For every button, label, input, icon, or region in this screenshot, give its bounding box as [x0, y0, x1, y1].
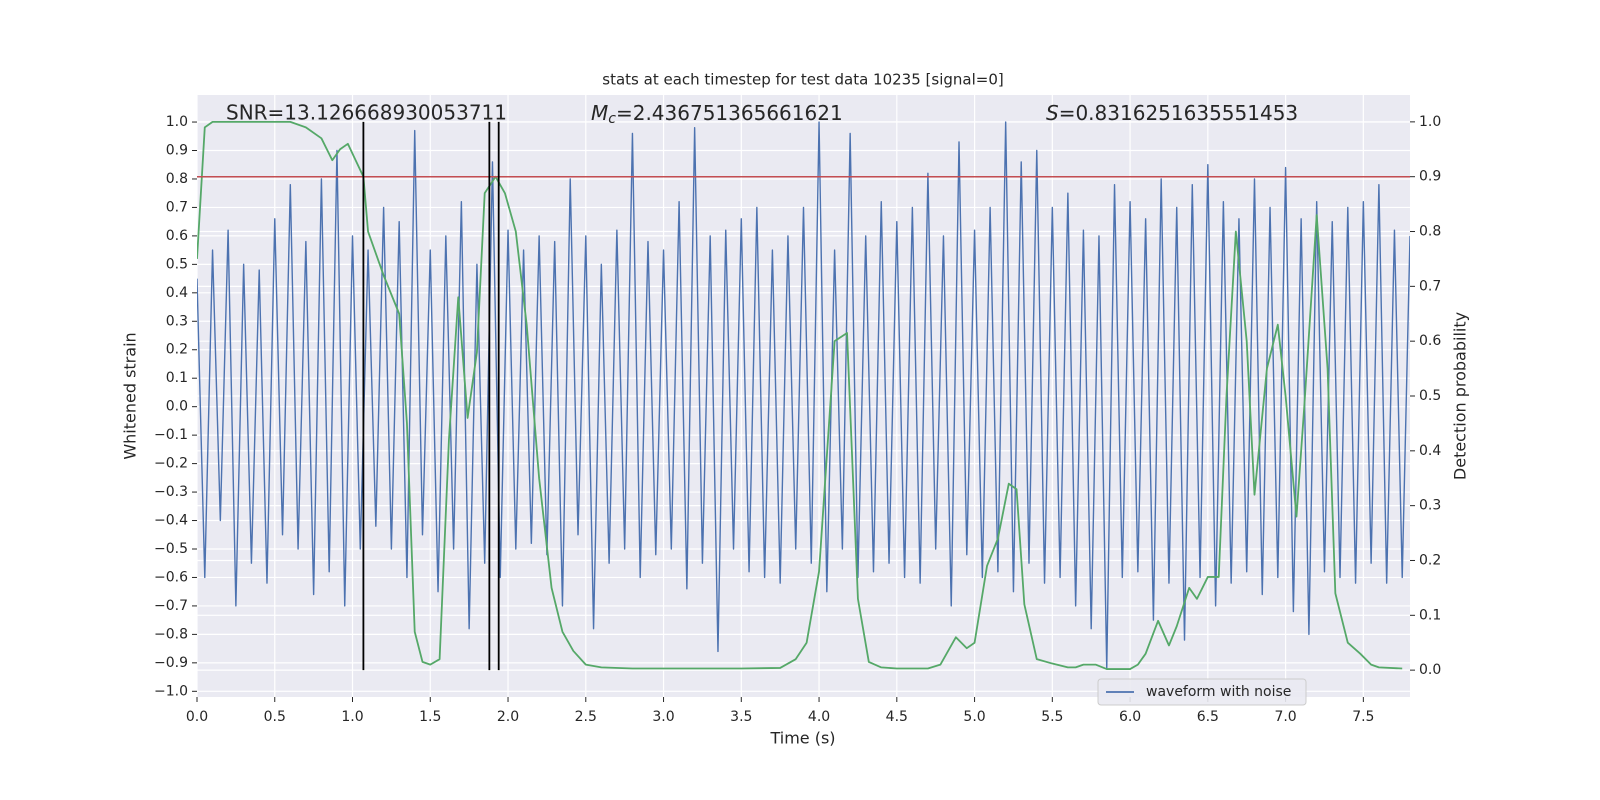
annotation-symbol: M: [591, 101, 608, 125]
annotation: Mc=2.436751365661621: [591, 101, 843, 128]
y-tick-label: 0.2: [166, 342, 188, 358]
y-axis-label: Whitened strain: [121, 332, 140, 459]
y-tick-label: −0.1: [154, 427, 188, 443]
legend: waveform with noise: [1097, 678, 1307, 706]
y2-tick-label: 0.2: [1419, 552, 1441, 568]
x-tick-label: 2.0: [497, 709, 519, 725]
y-tick-label: −0.5: [154, 541, 188, 557]
line-series: [197, 120, 1403, 670]
x-tick-label: 1.5: [419, 709, 441, 725]
y-tick-label: −0.7: [154, 598, 188, 614]
y2-tick-label: 0.4: [1419, 443, 1441, 459]
x-tick-label: 7.5: [1352, 709, 1374, 725]
y-tick-label: −0.3: [154, 484, 188, 500]
y-tick-label: 0.5: [166, 256, 188, 272]
y2-tick-label: 0.7: [1419, 278, 1441, 294]
y-tick-label: −1.0: [154, 683, 188, 699]
annotation-text: =2.436751365661621: [616, 101, 843, 125]
chart-title: stats at each timestep for test data 102…: [602, 71, 1003, 89]
y2-tick-label: 0.1: [1419, 607, 1441, 623]
x-tick-label: 1.0: [341, 709, 363, 725]
x-axis-label: Time (s): [769, 729, 835, 748]
annotation-subscript: c: [608, 111, 616, 127]
y2-tick-label: 0.0: [1419, 662, 1441, 678]
y-tick-label: −0.4: [154, 513, 188, 529]
x-tick-label: 6.0: [1119, 709, 1141, 725]
x-tick-label: 2.5: [575, 709, 597, 725]
y-tick-label: 0.3: [166, 313, 188, 329]
annotation-symbol: S: [1046, 101, 1059, 125]
x-tick-label: 6.5: [1197, 709, 1219, 725]
x-tick-label: 5.0: [963, 709, 985, 725]
y2-tick-label: 0.9: [1419, 169, 1441, 185]
y-tick-label: −0.6: [154, 569, 188, 585]
y-tick-label: −0.8: [154, 626, 188, 642]
x-tick-label: 4.0: [808, 709, 830, 725]
y2-tick-label: 0.6: [1419, 333, 1441, 349]
annotation: S=0.8316251635551453: [1046, 101, 1298, 125]
legend-box: [1097, 678, 1307, 706]
marks: [197, 120, 1410, 671]
y-tick-label: 0.4: [166, 285, 188, 301]
y-tick-label: 1.0: [166, 114, 188, 130]
axes: 0.0 0.5 1.0 1.5 2.0 2.5 3.0 3.5 4.0 4.5 5.0 5.5 6.0 6…: [154, 114, 1441, 725]
annotation: SNR=13.126668930053711: [226, 101, 507, 125]
annotation-text: =0.8316251635551453: [1059, 101, 1298, 125]
x-tick-label: 0.5: [264, 709, 286, 725]
y-tick-label: 0.0: [166, 399, 188, 415]
line-series: [197, 121, 1410, 670]
y2-tick-label: 0.3: [1419, 498, 1441, 514]
y2-tick-label: 0.5: [1419, 388, 1441, 404]
y-tick-label: −0.2: [154, 456, 188, 472]
x-tick-label: 3.0: [652, 709, 674, 725]
y2-axis-label: Detection probability: [1451, 312, 1470, 480]
y-tick-label: 0.8: [166, 171, 188, 187]
y-tick-label: −0.9: [154, 655, 188, 671]
y-tick-label: 0.7: [166, 199, 188, 215]
x-tick-label: 0.0: [186, 709, 208, 725]
y2-tick-label: 0.8: [1419, 224, 1441, 240]
y-tick-label: 0.1: [166, 370, 188, 386]
y-tick-label: 0.9: [166, 143, 188, 159]
x-tick-label: 5.5: [1041, 709, 1063, 725]
x-tick-label: 7.0: [1274, 709, 1296, 725]
y2-tick-label: 1.0: [1419, 114, 1441, 130]
x-tick-label: 4.5: [886, 709, 908, 725]
y-tick-label: 0.6: [166, 228, 188, 244]
x-tick-label: 3.5: [730, 709, 752, 725]
legend-label: waveform with noise: [1146, 684, 1291, 700]
